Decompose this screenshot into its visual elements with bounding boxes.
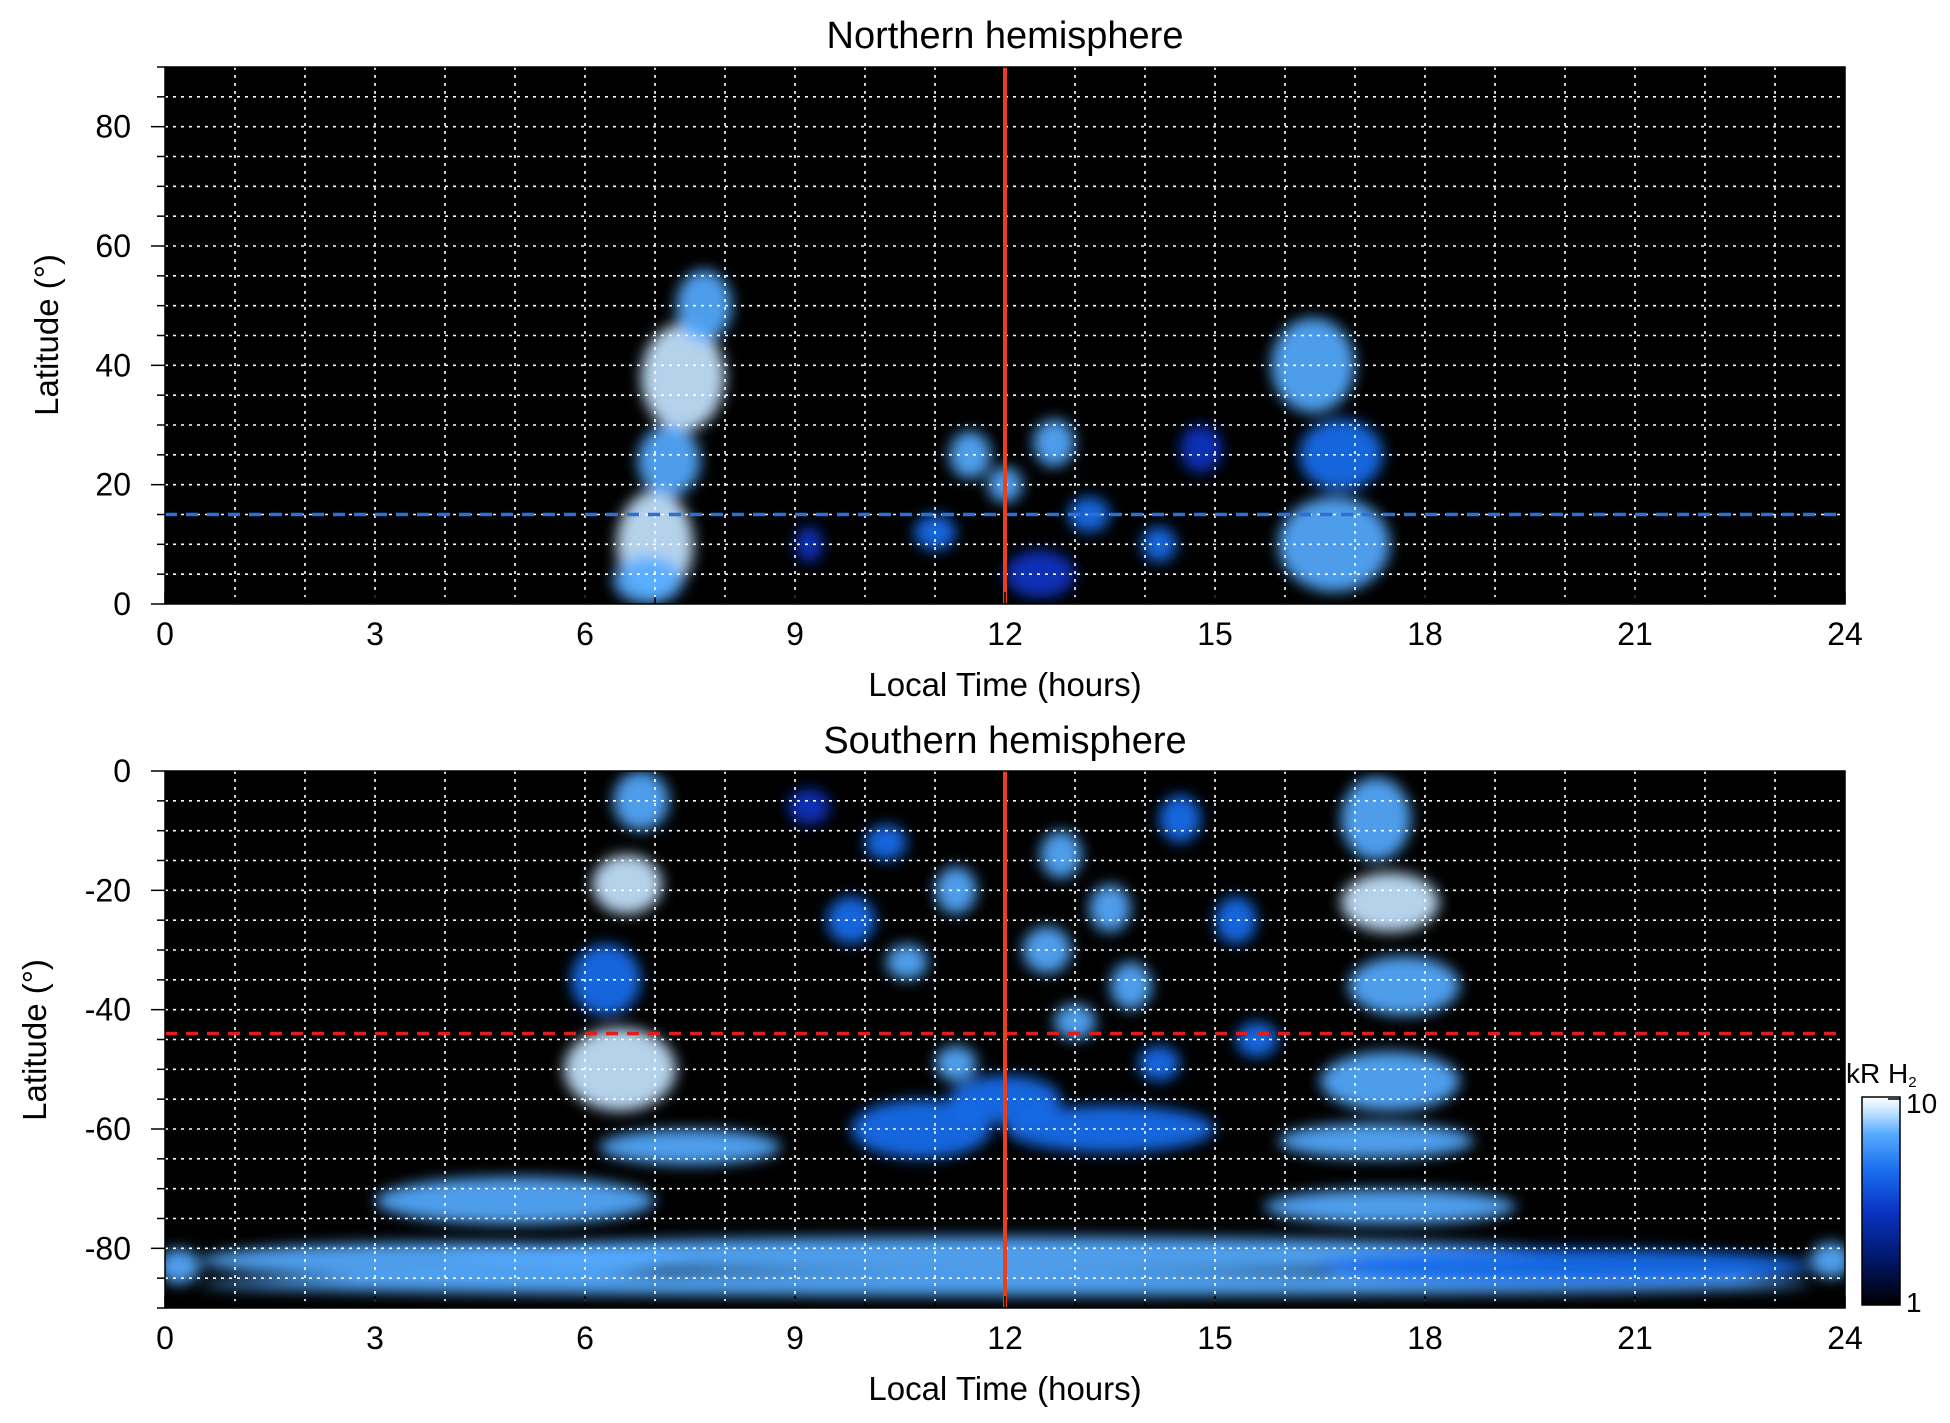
colorbar-label-subscript: 2 — [1908, 1074, 1916, 1091]
colorbar-gradient — [1861, 1096, 1901, 1306]
x-tick-label: 15 — [1197, 1320, 1233, 1356]
emission-region — [613, 771, 669, 831]
emission-region — [1159, 794, 1201, 843]
southern-x-axis-label: Local Time (hours) — [868, 1370, 1141, 1407]
x-tick-label: 9 — [786, 1320, 804, 1356]
colorbar-tick-min: 1 — [1906, 1287, 1922, 1318]
x-tick-label: 18 — [1407, 1320, 1443, 1356]
emission-region — [795, 526, 823, 563]
x-tick-label: 21 — [1617, 1320, 1653, 1356]
emission-region — [641, 323, 725, 431]
x-tick-label: 24 — [1827, 1320, 1863, 1356]
x-tick-label: 21 — [1617, 616, 1653, 652]
northern-emission — [613, 269, 1390, 604]
x-tick-label: 3 — [366, 616, 384, 652]
x-tick-label: 0 — [156, 616, 174, 652]
emission-region — [1110, 961, 1152, 1010]
emission-region — [1348, 955, 1460, 1016]
emission-region — [1320, 1051, 1460, 1112]
x-tick-label: 6 — [576, 616, 594, 652]
emission-region — [375, 1176, 655, 1225]
emission-region — [1180, 425, 1222, 473]
y-tick-label: 60 — [95, 228, 131, 264]
northern-panel: Northern hemisphere 0 3 6 9 12 15 18 21 24 0 20 40 6… — [28, 15, 1863, 703]
emission-region — [1341, 776, 1411, 861]
emission-region — [949, 430, 991, 479]
y-tick-label: 0 — [113, 586, 131, 622]
emission-region — [1320, 1248, 1810, 1285]
colorbar-label: kR H2 — [1846, 1058, 1917, 1091]
x-tick-label: 12 — [987, 1320, 1023, 1356]
x-tick-label: 15 — [1197, 616, 1233, 652]
emission-region — [165, 1248, 200, 1285]
emission-region — [592, 854, 662, 915]
colorbar-tick-max: 10 — [1906, 1088, 1937, 1119]
northern-axis-ticks: 0 3 6 9 12 15 18 21 24 0 20 40 60 80 — [95, 66, 1863, 652]
emission-region — [1215, 896, 1257, 945]
x-tick-label: 6 — [576, 1320, 594, 1356]
emission-region — [788, 788, 830, 825]
emission-region — [826, 896, 876, 945]
emission-region — [1138, 1045, 1180, 1082]
emission-region — [1033, 419, 1075, 467]
southern-axis-ticks: 0 3 6 9 12 15 18 21 24 0 -20 -40 -60 -80 — [85, 753, 1863, 1356]
emission-region — [564, 1027, 676, 1112]
southern-panel: Southern hemisphere 0 3 6 9 12 15 18 21 24 0 -20 -4… — [16, 720, 1863, 1407]
emission-region — [1264, 1188, 1516, 1225]
x-tick-label: 12 — [987, 616, 1023, 652]
x-tick-label: 9 — [786, 616, 804, 652]
southern-y-axis-label: Latitude (°) — [16, 959, 53, 1121]
emission-region — [1810, 1242, 1845, 1279]
y-tick-label: -80 — [85, 1230, 131, 1266]
x-tick-label: 18 — [1407, 616, 1443, 652]
emission-region — [637, 425, 701, 497]
emission-region — [851, 1099, 991, 1159]
x-tick-label: 24 — [1827, 616, 1863, 652]
emission-region — [1089, 884, 1131, 933]
x-tick-label: 3 — [366, 1320, 384, 1356]
y-tick-label: 40 — [95, 347, 131, 383]
emission-region — [599, 1129, 781, 1165]
colorbar: kR H2 10 1 — [1846, 1058, 1937, 1318]
emission-region — [1271, 317, 1355, 414]
x-tick-label: 0 — [156, 1320, 174, 1356]
emission-region — [935, 866, 977, 915]
emission-region — [1040, 830, 1082, 879]
emission-region — [935, 1045, 977, 1082]
southern-title: Southern hemisphere — [823, 720, 1186, 762]
northern-x-axis-label: Local Time (hours) — [868, 666, 1141, 703]
y-tick-label: 80 — [95, 109, 131, 145]
y-tick-label: -20 — [85, 872, 131, 908]
emission-region — [1341, 872, 1439, 933]
y-tick-label: 20 — [95, 467, 131, 503]
northern-title: Northern hemisphere — [827, 15, 1184, 57]
colorbar-label-main: kR H — [1846, 1058, 1908, 1089]
northern-y-axis-label: Latitude (°) — [28, 254, 65, 416]
y-tick-label: -40 — [85, 992, 131, 1028]
y-tick-label: 0 — [113, 753, 131, 789]
y-tick-label: -60 — [85, 1111, 131, 1147]
emission-region — [1236, 1021, 1278, 1058]
emission-region — [613, 556, 683, 604]
emission-region — [865, 824, 907, 861]
emission-region — [886, 944, 928, 980]
